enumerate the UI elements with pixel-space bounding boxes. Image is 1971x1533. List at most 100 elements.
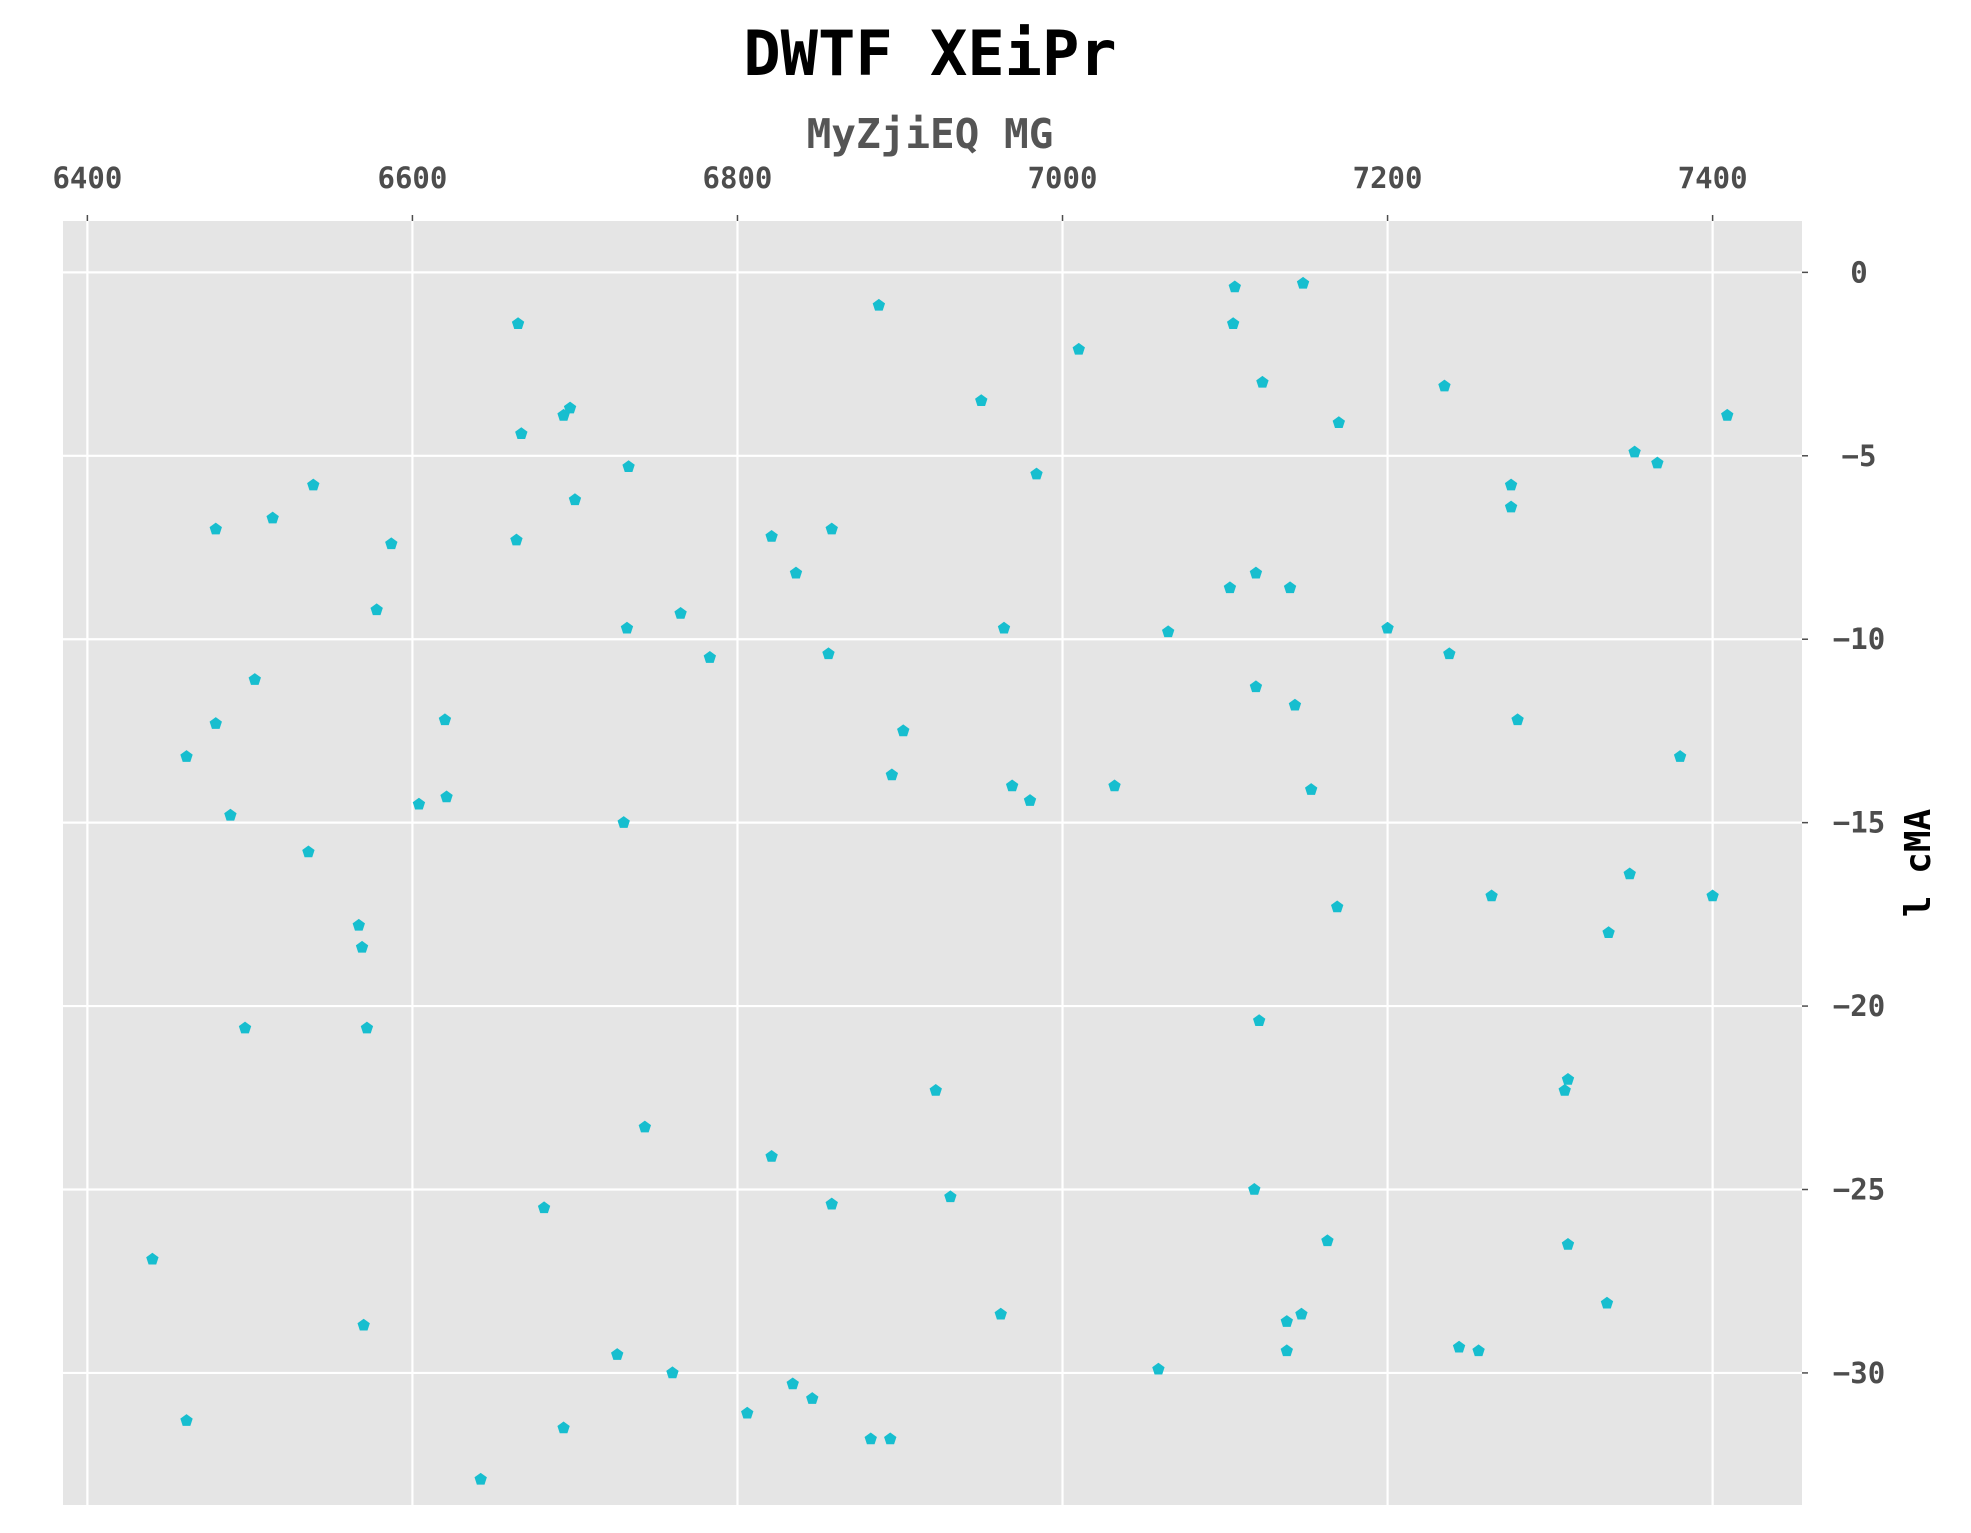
- data-point: [786, 1377, 799, 1390]
- data-point: [355, 940, 369, 953]
- data-point: [872, 298, 886, 311]
- data-point: [1223, 581, 1237, 594]
- data-point: [1651, 456, 1664, 469]
- x-tick-label: 6600: [378, 161, 448, 195]
- data-point: [1321, 1234, 1334, 1247]
- data-point: [1280, 1315, 1293, 1327]
- data-point: [765, 1149, 778, 1162]
- y-tick-label: −20: [1833, 989, 1885, 1023]
- data-point: [789, 566, 803, 579]
- x-tick-label: 7200: [1353, 161, 1423, 195]
- data-point: [248, 673, 261, 685]
- data-point: [620, 621, 634, 634]
- data-point: [997, 621, 1011, 634]
- data-point: [1472, 1344, 1485, 1357]
- data-point: [1295, 1307, 1308, 1320]
- data-point: [360, 1021, 374, 1034]
- data-point: [897, 724, 910, 737]
- data-point: [1072, 342, 1085, 355]
- data-point: [474, 1472, 487, 1485]
- data-point: [1623, 867, 1636, 880]
- data-point: [806, 1392, 819, 1404]
- data-point: [1249, 680, 1263, 693]
- data-point: [884, 1432, 897, 1445]
- data-point: [1152, 1362, 1165, 1375]
- data-point: [1485, 889, 1498, 902]
- data-point: [568, 493, 582, 506]
- gridlines: [63, 221, 1802, 1505]
- data-point: [1561, 1072, 1575, 1085]
- data-point: [307, 478, 320, 491]
- y-axis-ticks: 0 −5 −10 −15 −20 −25 −30: [1802, 255, 1885, 1390]
- data-point: [1721, 408, 1734, 421]
- y-tick-label: −15: [1833, 806, 1885, 840]
- data-point: [666, 1366, 679, 1379]
- data-point: [1504, 478, 1518, 491]
- plot-area: [63, 221, 1802, 1505]
- data-point: [622, 460, 635, 473]
- data-point: [1161, 625, 1175, 638]
- data-point: [944, 1190, 957, 1203]
- data-point: [1283, 581, 1297, 594]
- chart-title: DWTF XEiPr: [743, 17, 1116, 90]
- chart-subtitle: MyZjiEQ MG: [807, 110, 1054, 158]
- data-point: [1332, 416, 1345, 429]
- data-point: [822, 647, 835, 660]
- y-axis-label: l cMA: [1898, 808, 1939, 917]
- data-point: [1561, 1238, 1575, 1250]
- data-point: [1288, 698, 1302, 711]
- data-point: [370, 603, 383, 616]
- data-point: [357, 1318, 370, 1331]
- data-point: [1023, 794, 1037, 806]
- data-point: [1228, 280, 1241, 293]
- data-point: [885, 768, 899, 781]
- data-point: [557, 1421, 570, 1434]
- data-point: [638, 1120, 652, 1133]
- data-point: [1673, 750, 1687, 762]
- data-point: [352, 918, 365, 931]
- data-point: [1108, 779, 1121, 792]
- data-point: [1628, 445, 1641, 458]
- data-point: [1511, 713, 1524, 726]
- y-tick-label: 0: [1850, 255, 1867, 289]
- data-point: [674, 607, 687, 619]
- x-axis-ticks: 6400 6600 6800 7000 7200 7400: [52, 161, 1748, 221]
- data-point: [864, 1432, 877, 1445]
- data-point: [611, 1348, 624, 1360]
- data-point: [440, 790, 453, 803]
- data-point: [1558, 1083, 1571, 1096]
- data-point: [180, 1414, 193, 1426]
- data-point: [1504, 500, 1518, 513]
- data-point: [1280, 1344, 1293, 1357]
- data-point: [510, 533, 523, 546]
- data-point: [975, 394, 988, 407]
- data-point: [515, 427, 528, 440]
- data-point: [1296, 276, 1310, 289]
- data-point: [511, 317, 525, 329]
- data-point: [1030, 467, 1043, 480]
- data-point: [1226, 317, 1240, 329]
- data-point: [438, 713, 452, 726]
- data-point: [563, 401, 577, 414]
- data-point: [1452, 1340, 1466, 1353]
- data-point: [1248, 1183, 1261, 1195]
- data-point: [1256, 375, 1269, 388]
- data-point: [1706, 889, 1719, 902]
- data-point: [1005, 779, 1019, 792]
- y-tick-label: −10: [1833, 622, 1885, 656]
- y-tick-label: −25: [1833, 1173, 1885, 1207]
- x-tick-label: 6400: [52, 161, 122, 195]
- y-tick-label: −30: [1833, 1356, 1885, 1390]
- data-point: [537, 1201, 551, 1214]
- data-point: [224, 808, 237, 821]
- data-point: [825, 1197, 838, 1210]
- data-point: [703, 651, 717, 663]
- data-point: [1305, 783, 1318, 795]
- data-point: [385, 537, 398, 550]
- data-point: [238, 1021, 252, 1034]
- data-point: [1602, 926, 1615, 938]
- data-point: [180, 750, 193, 762]
- x-tick-label: 7400: [1678, 161, 1748, 195]
- data-point: [617, 816, 630, 828]
